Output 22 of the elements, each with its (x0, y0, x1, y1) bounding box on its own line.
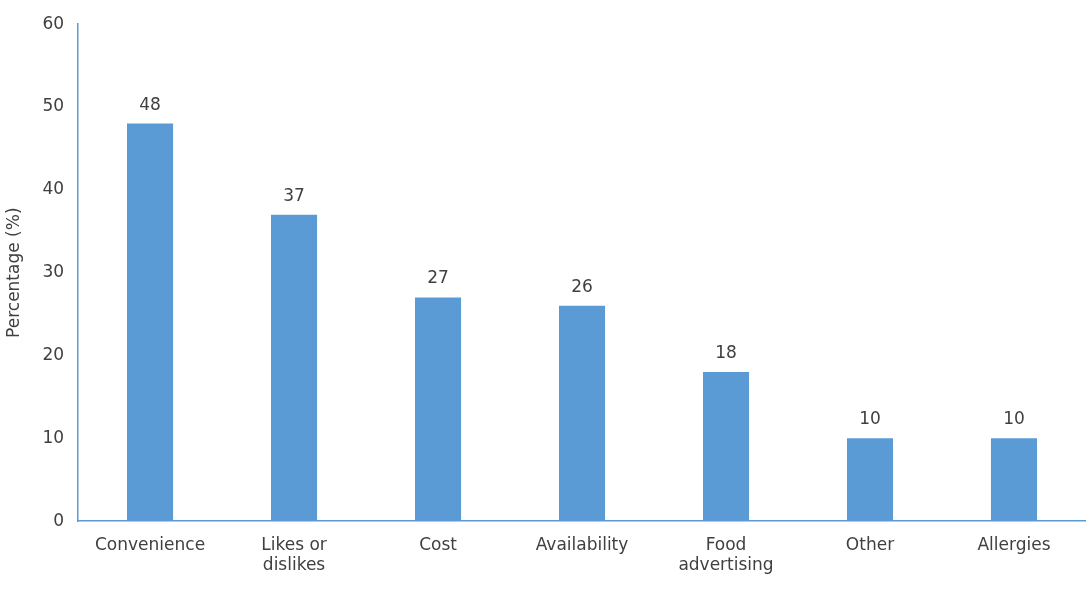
data-label: 10 (859, 408, 881, 429)
y-tick-label: 50 (42, 95, 65, 116)
x-tick-label: Cost (419, 533, 458, 554)
x-tick-label: Food advertising (678, 533, 774, 575)
y-tick-label: 30 (42, 261, 65, 282)
y-axis-title: Percentage (%) (2, 207, 23, 338)
data-label: 10 (1003, 408, 1025, 429)
data-label: 18 (715, 342, 737, 363)
x-tick-label: Likes or dislikes (261, 533, 327, 575)
x-tick-label: Availability (535, 533, 629, 554)
x-tick-label: Allergies (977, 533, 1051, 554)
data-label: 48 (139, 93, 161, 114)
y-tick-label: 10 (42, 426, 65, 447)
y-tick-label: 40 (42, 178, 65, 199)
data-label: 27 (427, 267, 449, 288)
y-tick-label: 20 (42, 343, 65, 364)
data-label: 26 (571, 275, 593, 296)
x-tick-label: Other (845, 533, 895, 554)
x-tick-label: Convenience (94, 533, 206, 554)
y-tick-label: 0 (53, 509, 65, 530)
y-tick-label: 60 (42, 12, 65, 33)
data-label: 37 (283, 184, 305, 205)
